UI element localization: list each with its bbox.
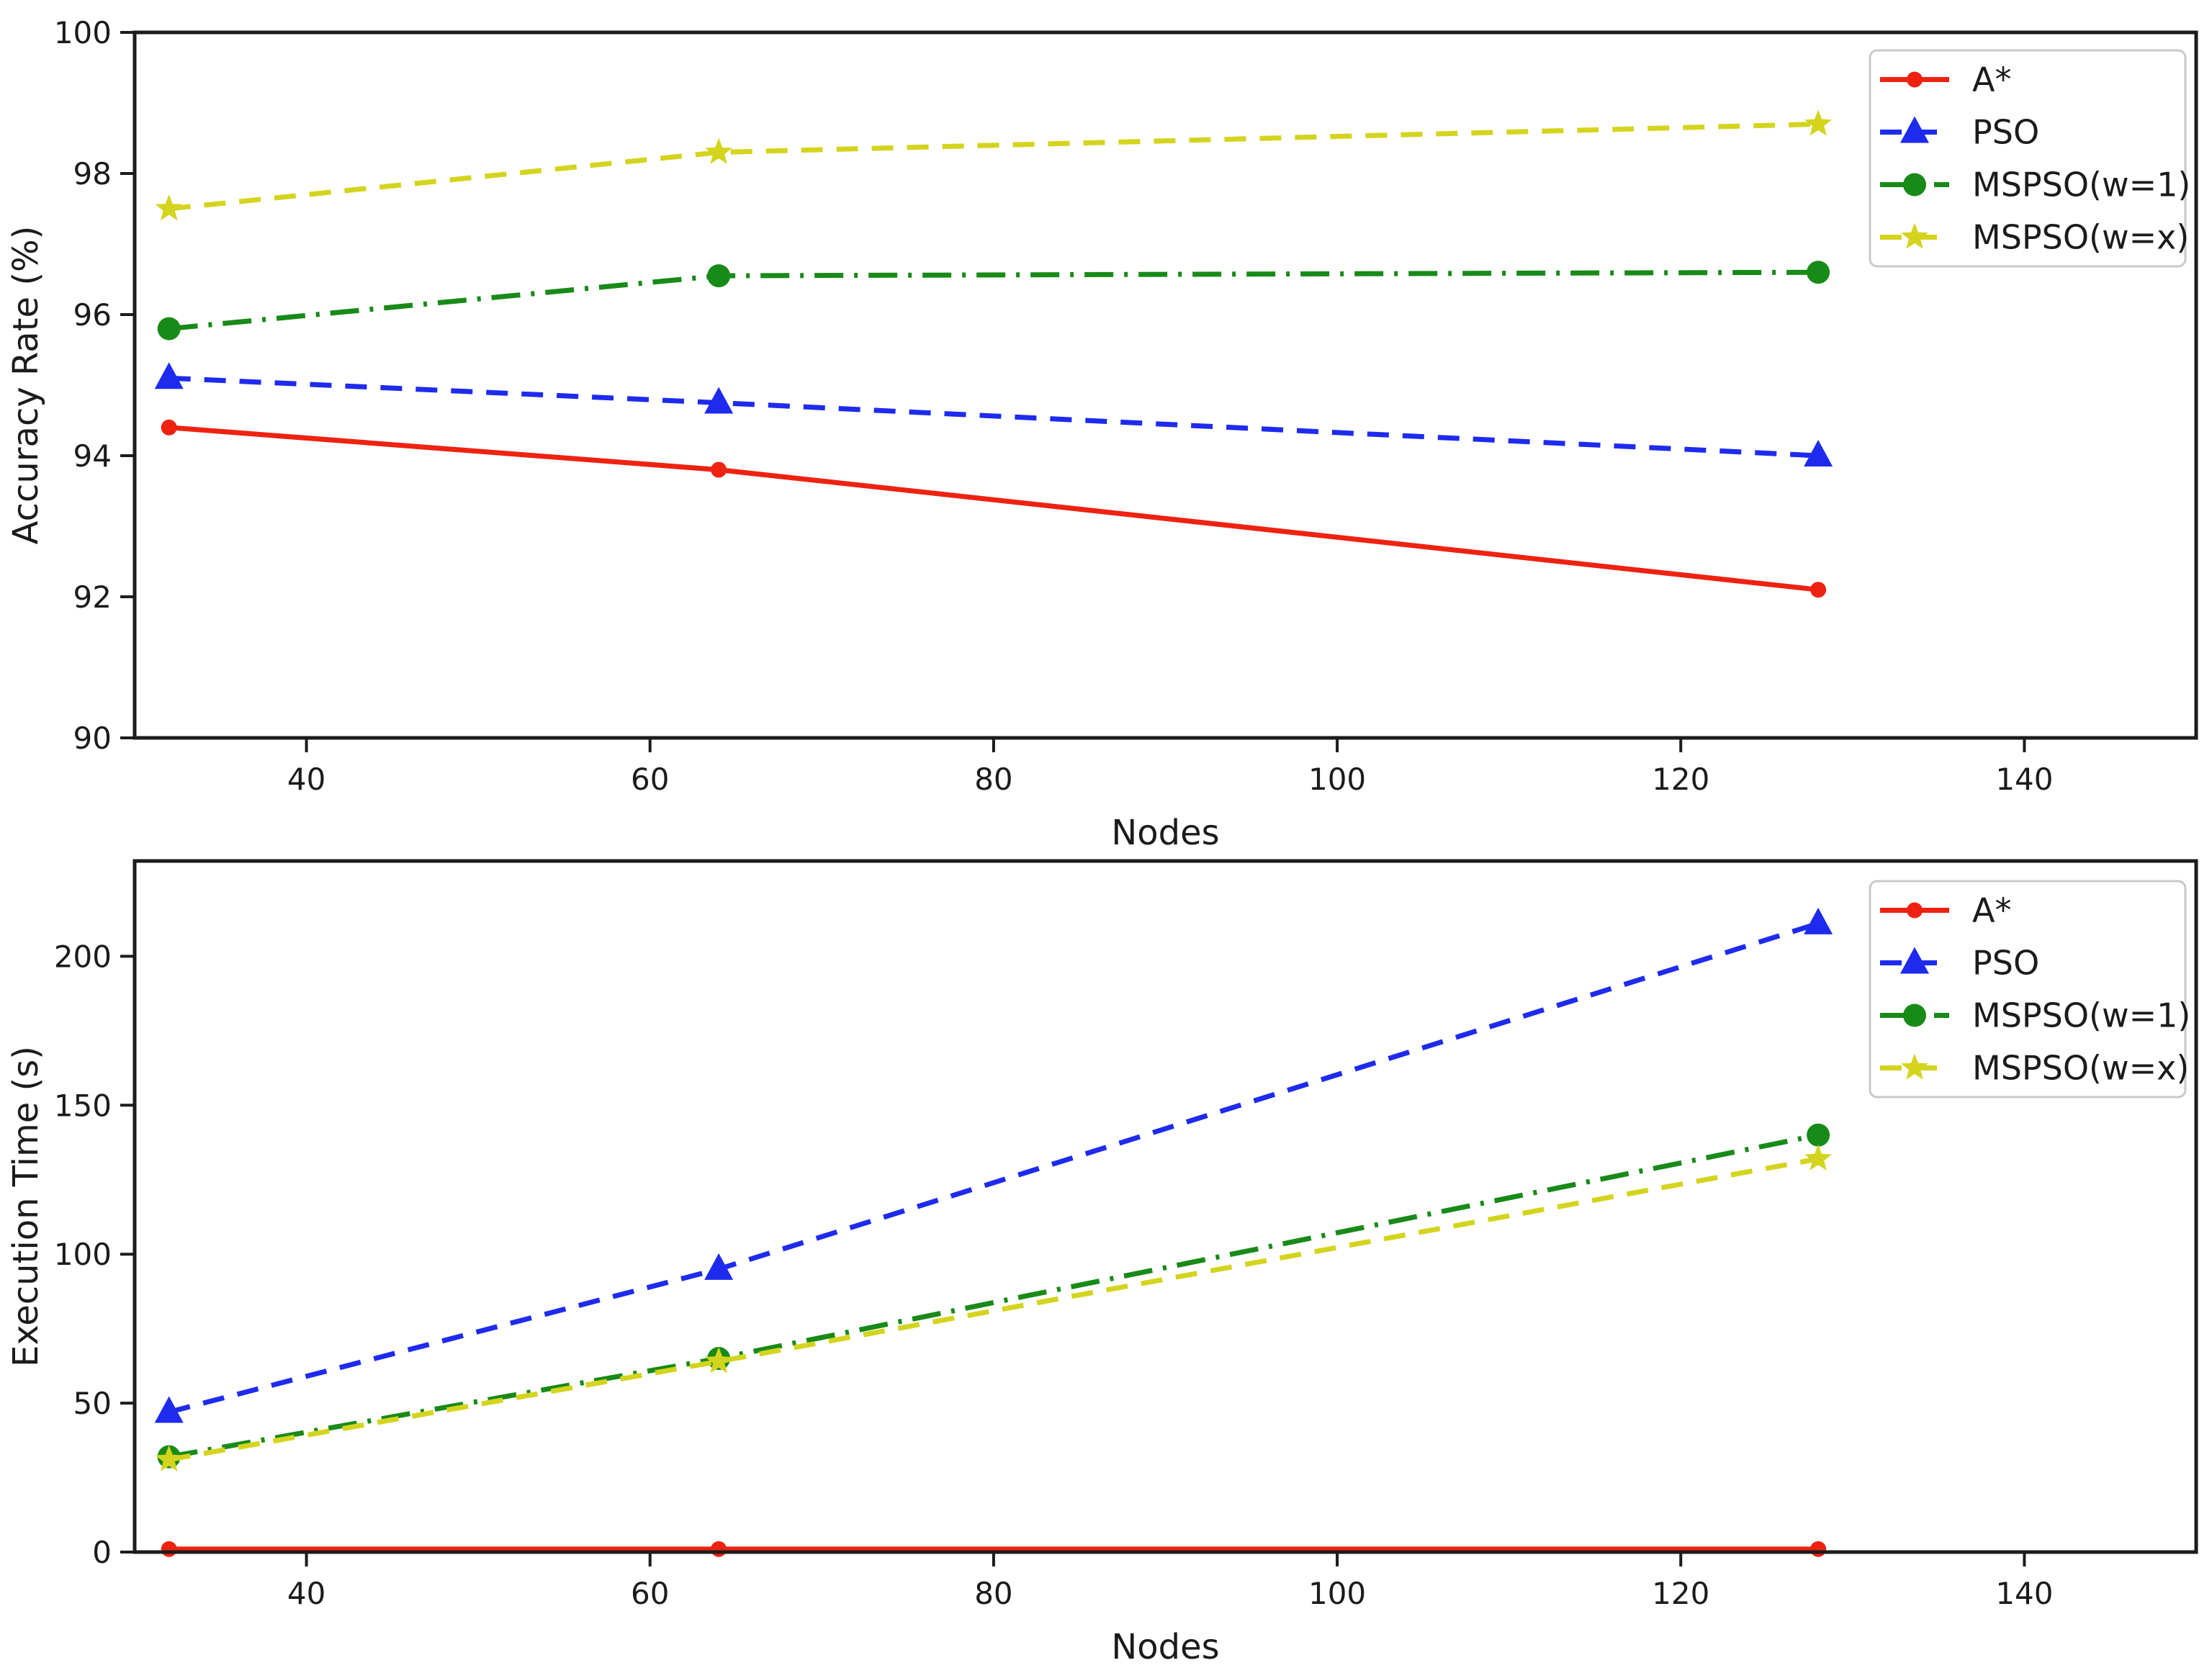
x-tick-label: 100 — [1308, 762, 1366, 797]
legend-item: A* — [1880, 60, 2011, 99]
data-point-marker-star — [155, 194, 183, 221]
data-point-marker-star — [1804, 109, 1833, 136]
legend-label: MSPSO(w=1) — [1972, 166, 2190, 204]
y-tick-label: 90 — [73, 721, 112, 756]
data-point-marker-star — [1901, 1053, 1928, 1080]
legend-item: MSPSO(w=1) — [1880, 996, 2190, 1035]
data-point-marker-dot — [161, 1541, 177, 1557]
series-pso — [154, 907, 1833, 1423]
legend-label: PSO — [1972, 113, 2039, 152]
x-tick-label: 120 — [1652, 1576, 1709, 1611]
x-axis: 40 60 80 100 120 140 Nodes — [287, 1552, 2054, 1667]
x-axis: 40 60 80 100 120 140 Nodes — [287, 738, 2054, 853]
y-tick-label: 94 — [73, 438, 112, 474]
legend-item: PSO — [1880, 113, 2039, 152]
legend-label: MSPSO(w=1) — [1972, 996, 2190, 1035]
legend-label: MSPSO(w=x) — [1972, 1049, 2189, 1088]
data-point-marker-star — [705, 1347, 733, 1374]
y-tick-label: 100 — [54, 1237, 112, 1272]
data-point-marker-circle — [1807, 261, 1830, 284]
legend-item: MSPSO(w=1) — [1880, 166, 2190, 204]
x-tick-label: 140 — [1995, 1576, 2053, 1611]
legend-item: PSO — [1880, 944, 2039, 983]
data-point-marker-triangle — [1804, 907, 1833, 934]
legend-item: A* — [1880, 891, 2011, 930]
legend-item: MSPSO(w=x) — [1880, 1049, 2189, 1088]
x-tick-label: 80 — [974, 762, 1012, 797]
y-axis-label: Execution Time (s) — [6, 1046, 46, 1367]
x-axis-label: Nodes — [1111, 1627, 1219, 1667]
x-tick-label: 60 — [631, 1576, 669, 1611]
x-tick-label: 100 — [1308, 1576, 1366, 1611]
series-line — [168, 425, 1819, 592]
data-point-marker-dot — [1907, 71, 1923, 88]
accuracy-rate-chart: 40 60 80 100 120 140 Nodes 90 92 94 96 98 100 Accurac… — [6, 15, 2198, 853]
y-tick-label: 50 — [73, 1386, 112, 1421]
x-tick-label: 60 — [631, 762, 669, 797]
data-point-marker-star — [155, 1445, 183, 1471]
data-point-marker-triangle — [704, 1253, 734, 1280]
data-point-marker-star — [1901, 222, 1928, 249]
x-tick-label: 80 — [974, 1576, 1012, 1611]
y-tick-label: 92 — [73, 580, 112, 615]
x-tick-label: 40 — [287, 1576, 325, 1611]
data-point-marker-star — [705, 137, 733, 164]
data-point-marker-dot — [161, 419, 177, 436]
legend-label: A* — [1972, 891, 2011, 930]
series-line — [168, 921, 1820, 1415]
data-point-marker-star — [1804, 1144, 1833, 1171]
series-a — [161, 419, 1827, 598]
data-point-marker-dot — [1907, 902, 1923, 919]
y-axis-label: Accuracy Rate (%) — [6, 226, 46, 545]
series-line — [168, 121, 1819, 212]
legend-box — [1869, 880, 2187, 1099]
y-axis: 90 92 94 96 98 100 Accuracy Rate (%) — [6, 15, 135, 756]
series-mspso-w-x — [155, 1144, 1833, 1471]
data-point-marker-circle — [157, 317, 181, 341]
data-point-marker-triangle — [154, 1396, 184, 1423]
x-tick-label: 140 — [1995, 762, 2053, 797]
y-tick-label: 100 — [54, 15, 112, 50]
series-mspso-w-x — [155, 109, 1833, 221]
legend-box — [1869, 49, 2187, 268]
data-point-marker-triangle — [1804, 440, 1833, 466]
x-tick-label: 40 — [287, 762, 325, 797]
y-tick-label: 200 — [54, 939, 112, 974]
data-point-marker-triangle — [704, 387, 734, 414]
data-point-marker-dot — [711, 1541, 727, 1557]
data-point-marker-dot — [711, 461, 727, 478]
y-tick-label: 98 — [73, 156, 112, 191]
data-point-marker-circle — [1903, 1004, 1926, 1027]
series-mspso-w-1 — [157, 261, 1830, 341]
y-tick-label: 150 — [54, 1088, 112, 1123]
legend-item: MSPSO(w=x) — [1880, 218, 2189, 257]
plot-border — [132, 859, 2198, 1554]
series-mspso-w-1 — [157, 1123, 1830, 1469]
legend: A* PSO MSPSO(w=1) MSPSO(w=x) — [1869, 880, 2190, 1099]
legend-label: A* — [1972, 60, 2011, 99]
legend-label: PSO — [1972, 944, 2039, 983]
x-axis-label: Nodes — [1111, 813, 1219, 853]
series-line — [168, 269, 1819, 332]
legend: A* PSO MSPSO(w=1) MSPSO(w=x) — [1869, 49, 2190, 268]
series-pso — [154, 362, 1833, 466]
y-axis: 0 50 100 150 200 Execution Time (s) — [6, 939, 135, 1570]
series-line — [168, 1156, 1819, 1463]
data-point-marker-circle — [1903, 173, 1926, 197]
plot-border — [132, 30, 2198, 740]
data-point-marker-triangle — [1900, 947, 1929, 974]
x-tick-label: 120 — [1652, 762, 1709, 797]
data-point-marker-circle — [1807, 1123, 1830, 1147]
execution-time-s-chart: 40 60 80 100 120 140 Nodes 0 50 100 150 200 Executio… — [6, 859, 2198, 1667]
data-point-marker-triangle — [1900, 116, 1929, 143]
data-point-marker-circle — [707, 264, 731, 288]
y-tick-label: 0 — [92, 1535, 112, 1570]
legend-label: MSPSO(w=x) — [1972, 218, 2189, 257]
y-tick-label: 96 — [73, 297, 112, 333]
data-point-marker-dot — [1810, 1541, 1827, 1557]
data-point-marker-triangle — [154, 362, 184, 389]
data-point-marker-dot — [1810, 582, 1827, 598]
